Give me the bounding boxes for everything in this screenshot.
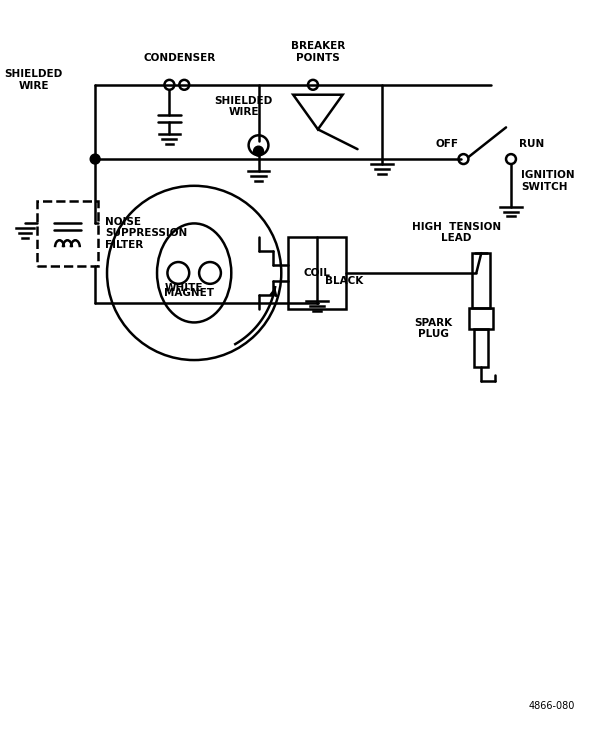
Text: SHIELDED
WIRE: SHIELDED WIRE (215, 96, 273, 117)
Text: NOISE
SUPPRESSION
FILTER: NOISE SUPPRESSION FILTER (105, 217, 187, 250)
Bar (37, 201, 98, 266)
Text: MAGNET: MAGNET (164, 288, 214, 298)
Text: BLACK: BLACK (325, 276, 363, 286)
Bar (288, 237, 346, 309)
Circle shape (254, 146, 264, 156)
Text: IGNITION
SWITCH: IGNITION SWITCH (521, 170, 575, 192)
Text: WHITE: WHITE (165, 283, 204, 293)
Bar (470, 307, 493, 329)
Text: HIGH  TENSION
LEAD: HIGH TENSION LEAD (412, 222, 501, 243)
Text: OFF: OFF (436, 139, 459, 149)
Bar (475, 329, 488, 367)
Text: RUN: RUN (519, 139, 544, 149)
Text: BREAKER
POINTS: BREAKER POINTS (291, 42, 345, 63)
Text: CONDENSER: CONDENSER (143, 53, 215, 63)
Circle shape (90, 154, 100, 164)
Text: COIL: COIL (304, 268, 331, 278)
Text: SHIELDED
WIRE: SHIELDED WIRE (5, 69, 63, 91)
Text: SPARK
PLUG: SPARK PLUG (415, 318, 453, 339)
Text: 4866-080: 4866-080 (529, 701, 575, 711)
Bar (472, 253, 490, 307)
